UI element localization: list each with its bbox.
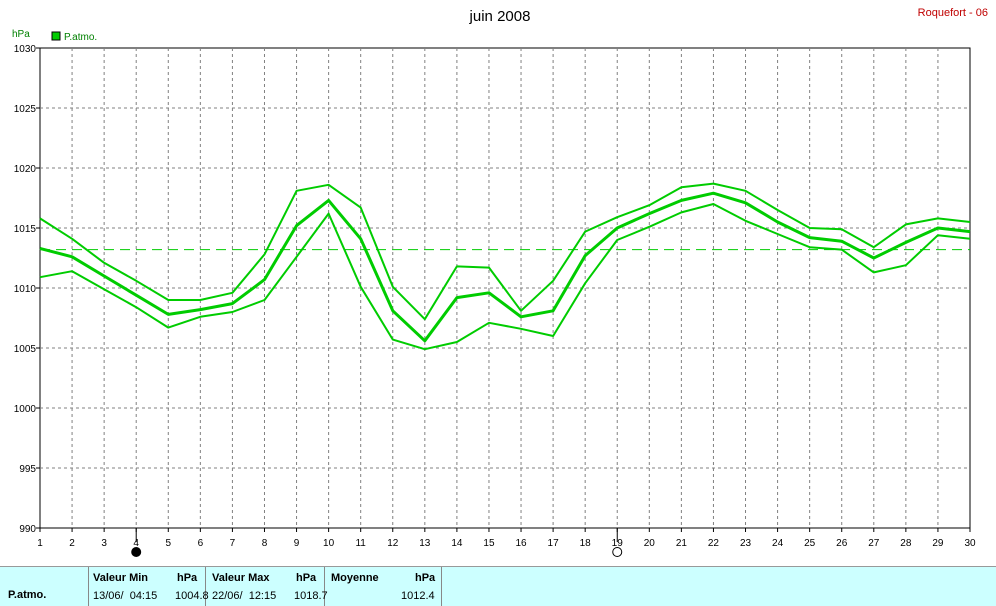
x-tick-label: 16 [515, 538, 527, 549]
series-lines [39, 182, 971, 351]
legend-swatch [51, 31, 61, 41]
min-date: 13/06/ 04:15 [93, 590, 158, 602]
x-tick-label: 30 [964, 538, 976, 549]
average-header: Moyenne [331, 572, 379, 584]
x-tick-label: 1 [37, 538, 43, 549]
series-line-moyenne [39, 191, 971, 343]
x-tick-label: 28 [900, 538, 912, 549]
x-tick-label: 29 [932, 538, 944, 549]
y-axis-unit: hPa [12, 29, 30, 40]
x-tick-label: 24 [772, 538, 784, 549]
average-value: 1012.4 [401, 590, 435, 602]
y-axis-ticks: 990 995 1000 1005 1010 1015 1020 1025 1030 [14, 44, 40, 535]
x-tick-label: 8 [262, 538, 268, 549]
x-tick-label: 12 [387, 538, 399, 549]
x-tick-label: 14 [451, 538, 463, 549]
min-unit: hPa [177, 572, 198, 584]
average-cell: Moyenne hPa 1012.4 [325, 567, 442, 606]
x-tick-label: 2 [69, 538, 75, 549]
x-tick-label: 23 [740, 538, 752, 549]
x-tick-label: 5 [165, 538, 171, 549]
x-tick-label: 11 [355, 538, 366, 549]
x-tick-label: 6 [198, 538, 204, 549]
x-tick-label: 26 [836, 538, 848, 549]
average-unit: hPa [415, 572, 436, 584]
x-axis-ticks: 1 2 3 4 5 6 7 8 9 10 11 12 13 14 15 16 17 18 19 20 21 22 23 24 2… [37, 528, 976, 549]
stats-label: P.atmo. [8, 589, 47, 601]
x-tick-label: 21 [676, 538, 688, 549]
x-tick-label: 27 [868, 538, 880, 549]
moon-markers [131, 528, 623, 557]
y-tick-label: 1025 [14, 104, 37, 115]
min-value: 1004.8 [175, 590, 209, 602]
min-cell: Valeur Min hPa 13/06/ 04:15 1004.8 [89, 567, 209, 606]
max-header: Valeur Max [212, 572, 270, 584]
station-name: Roquefort - 06 [918, 7, 988, 19]
stats-label-cell: P.atmo. [0, 567, 89, 606]
max-value: 1018.7 [294, 590, 328, 602]
max-date: 22/06/ 12:15 [212, 590, 277, 602]
x-tick-label: 22 [708, 538, 720, 549]
grid-lines [40, 48, 970, 528]
x-tick-label: 13 [419, 538, 431, 549]
x-tick-label: 15 [483, 538, 495, 549]
y-tick-label: 1030 [14, 44, 37, 55]
y-tick-label: 990 [19, 524, 36, 535]
x-tick-label: 10 [323, 538, 335, 549]
max-unit: hPa [296, 572, 317, 584]
legend-label: P.atmo. [64, 32, 97, 43]
full-moon-icon [612, 547, 623, 557]
min-header: Valeur Min [93, 572, 149, 584]
y-tick-label: 1020 [14, 164, 37, 175]
series-line-max [39, 182, 971, 321]
x-tick-label: 4 [133, 538, 139, 549]
x-tick-label: 9 [294, 538, 300, 549]
x-tick-label: 19 [612, 538, 624, 549]
series-line-min [39, 203, 971, 351]
y-tick-label: 1000 [14, 404, 37, 415]
x-tick-label: 3 [101, 538, 107, 549]
y-tick-label: 1010 [14, 284, 37, 295]
y-tick-label: 1005 [14, 344, 37, 355]
new-moon-icon [131, 547, 142, 557]
pressure-chart: juin 2008 Roquefort - 06 hPa P.atmo. 990… [12, 7, 988, 557]
x-tick-label: 25 [804, 538, 816, 549]
x-tick-label: 20 [644, 538, 656, 549]
y-tick-label: 1015 [14, 224, 37, 235]
x-tick-label: 18 [580, 538, 592, 549]
x-tick-label: 17 [548, 538, 560, 549]
max-cell: Valeur Max hPa 22/06/ 12:15 1018.7 [206, 567, 328, 606]
chart-title: juin 2008 [469, 8, 531, 25]
x-tick-label: 7 [230, 538, 236, 549]
stats-footer: P.atmo. Valeur Min hPa 13/06/ 04:15 1004… [0, 566, 996, 606]
y-tick-label: 995 [19, 464, 36, 475]
